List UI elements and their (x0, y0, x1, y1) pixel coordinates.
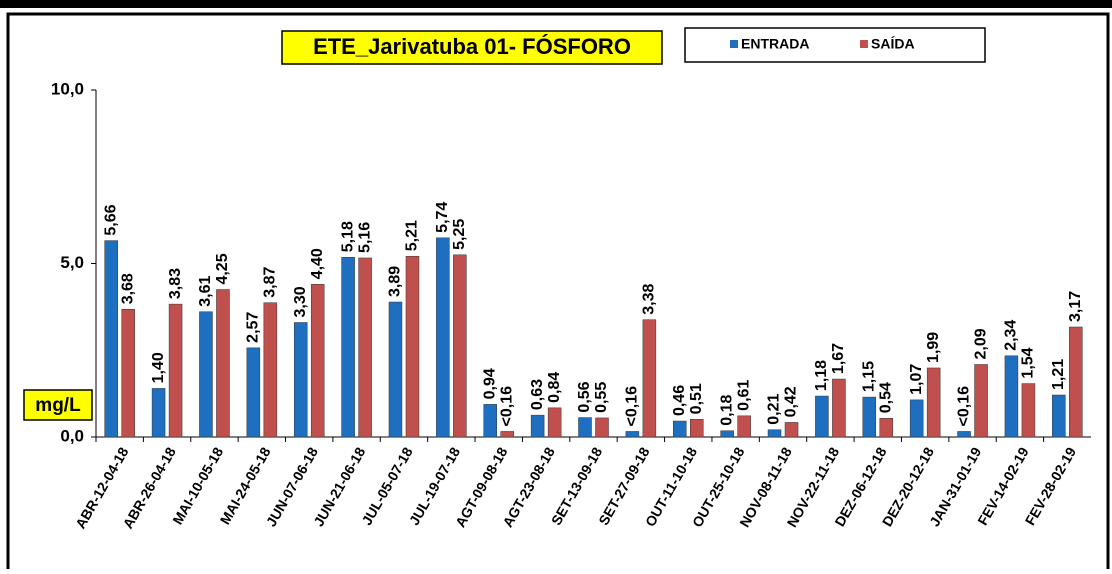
bar (436, 237, 450, 438)
bar (405, 255, 420, 438)
bar (216, 289, 230, 438)
bar (199, 311, 213, 438)
data-label: 0,63 (529, 379, 546, 410)
data-label: <0,16 (624, 386, 641, 427)
data-label: 5,18 (339, 221, 356, 252)
y-axis-label: mg/L (35, 395, 81, 416)
y-tick-label: 10,0 (51, 79, 84, 98)
title-box (281, 30, 663, 65)
bar (168, 303, 183, 438)
bar (293, 322, 308, 438)
bar (690, 419, 704, 438)
bar (500, 431, 514, 438)
legend-label: SAÍDA (871, 36, 915, 52)
data-label: 1,99 (925, 332, 942, 363)
data-label: 3,83 (167, 268, 184, 299)
data-label: 0,42 (783, 386, 800, 417)
bar (862, 396, 877, 438)
data-label: 5,21 (404, 220, 421, 251)
y-label-box (23, 389, 93, 421)
bar (453, 254, 467, 438)
legend-label: ENTRADA (741, 36, 809, 52)
bar (151, 388, 166, 438)
bar (547, 407, 562, 438)
data-label: 4,25 (214, 253, 231, 284)
bar (246, 347, 261, 438)
data-label: 2,57 (245, 312, 262, 343)
data-label: 0,55 (593, 382, 610, 413)
bar (530, 414, 545, 438)
data-label: 3,17 (1067, 291, 1084, 322)
frame-top (0, 0, 1112, 8)
data-label: 3,38 (641, 283, 658, 314)
data-label: 3,89 (387, 266, 404, 297)
bar (673, 420, 687, 438)
bar (737, 415, 751, 438)
data-label: 2,09 (972, 328, 989, 359)
bar (625, 431, 640, 438)
data-label: 1,67 (830, 343, 847, 374)
bar (879, 418, 894, 438)
bar (720, 430, 734, 438)
bar (784, 422, 799, 438)
data-label: 3,68 (119, 273, 136, 304)
bar (341, 257, 355, 438)
data-label: <0,16 (955, 386, 972, 427)
data-label: 1,07 (908, 364, 925, 395)
legend-swatch (860, 40, 868, 48)
data-label: 5,25 (451, 219, 468, 250)
data-label: 0,84 (546, 372, 563, 403)
data-label: 1,15 (861, 361, 878, 392)
data-label: 3,87 (262, 266, 279, 297)
data-label: 3,30 (292, 286, 309, 317)
bar (121, 309, 135, 438)
data-label: 0,61 (735, 380, 752, 411)
bar (1004, 355, 1019, 438)
bar (1021, 383, 1036, 438)
chart-title: ETE_Jarivatuba 01- FÓSFORO (313, 34, 631, 59)
bar (263, 302, 278, 438)
bar (578, 417, 592, 438)
bar (642, 319, 657, 438)
bar (388, 301, 403, 438)
data-label: 1,40 (150, 352, 167, 383)
bar (483, 404, 497, 438)
data-label: <0,16 (498, 386, 515, 427)
data-label: 5,16 (356, 222, 373, 253)
bar (358, 257, 372, 438)
data-label: 0,18 (718, 395, 735, 426)
bar (926, 367, 941, 438)
data-label: 0,54 (878, 382, 895, 413)
bar (1069, 326, 1083, 438)
data-label: 0,51 (688, 383, 705, 414)
bar (815, 395, 829, 438)
data-label: 3,61 (197, 275, 214, 306)
data-label: 4,40 (309, 248, 326, 279)
data-label: 1,21 (1050, 359, 1067, 390)
data-label: 5,74 (434, 202, 451, 233)
data-label: 1,18 (813, 360, 830, 391)
legend-swatch (730, 40, 738, 48)
data-label: 5,66 (102, 204, 119, 235)
data-label: 1,54 (1020, 347, 1037, 378)
bar (957, 431, 971, 438)
frame (6, 12, 1110, 574)
data-label: 2,34 (1003, 320, 1020, 351)
data-label: 0,46 (671, 385, 688, 416)
bar (909, 399, 924, 438)
y-tick-label: 0,0 (60, 426, 84, 445)
bar (310, 284, 325, 438)
y-tick-label: 5,0 (60, 253, 84, 272)
bar (595, 417, 609, 438)
data-label: 0,94 (481, 368, 498, 399)
data-label: 0,56 (576, 381, 593, 412)
bar (974, 364, 988, 438)
bar (104, 240, 118, 438)
bar (767, 429, 782, 438)
bar (1052, 394, 1066, 438)
data-label: 0,21 (766, 393, 783, 424)
bar (832, 378, 846, 438)
